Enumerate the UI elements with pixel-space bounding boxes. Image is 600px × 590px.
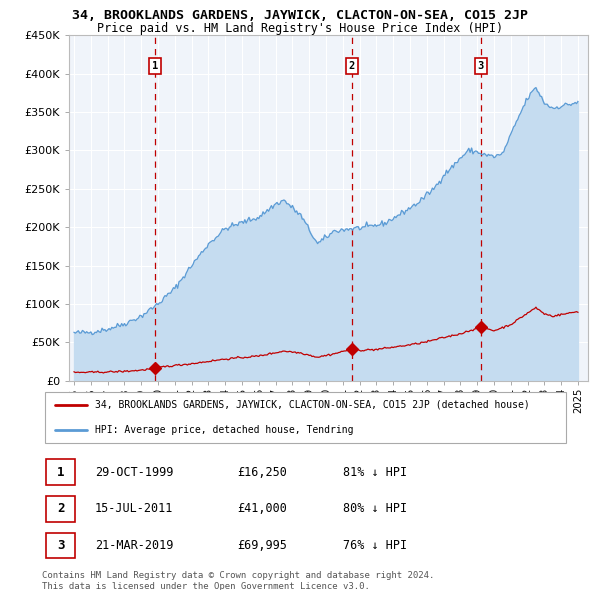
Text: 2: 2: [57, 502, 64, 516]
Text: £16,250: £16,250: [238, 466, 287, 478]
Text: 76% ↓ HPI: 76% ↓ HPI: [343, 539, 407, 552]
Text: 80% ↓ HPI: 80% ↓ HPI: [343, 502, 407, 516]
Text: 34, BROOKLANDS GARDENS, JAYWICK, CLACTON-ON-SEA, CO15 2JP: 34, BROOKLANDS GARDENS, JAYWICK, CLACTON…: [72, 9, 528, 22]
Text: 15-JUL-2011: 15-JUL-2011: [95, 502, 173, 516]
Text: 3: 3: [478, 61, 484, 71]
Text: HPI: Average price, detached house, Tendring: HPI: Average price, detached house, Tend…: [95, 425, 353, 435]
FancyBboxPatch shape: [46, 533, 75, 558]
Text: This data is licensed under the Open Government Licence v3.0.: This data is licensed under the Open Gov…: [42, 582, 370, 590]
Text: 21-MAR-2019: 21-MAR-2019: [95, 539, 173, 552]
Text: 1: 1: [57, 466, 64, 478]
Text: £41,000: £41,000: [238, 502, 287, 516]
Text: Contains HM Land Registry data © Crown copyright and database right 2024.: Contains HM Land Registry data © Crown c…: [42, 571, 434, 580]
Text: 1: 1: [152, 61, 158, 71]
FancyBboxPatch shape: [46, 460, 75, 485]
Text: Price paid vs. HM Land Registry's House Price Index (HPI): Price paid vs. HM Land Registry's House …: [97, 22, 503, 35]
Text: 34, BROOKLANDS GARDENS, JAYWICK, CLACTON-ON-SEA, CO15 2JP (detached house): 34, BROOKLANDS GARDENS, JAYWICK, CLACTON…: [95, 399, 530, 409]
Text: 2: 2: [349, 61, 355, 71]
Text: 29-OCT-1999: 29-OCT-1999: [95, 466, 173, 478]
Text: £69,995: £69,995: [238, 539, 287, 552]
FancyBboxPatch shape: [46, 496, 75, 522]
Text: 81% ↓ HPI: 81% ↓ HPI: [343, 466, 407, 478]
FancyBboxPatch shape: [44, 392, 566, 442]
Text: 3: 3: [57, 539, 64, 552]
